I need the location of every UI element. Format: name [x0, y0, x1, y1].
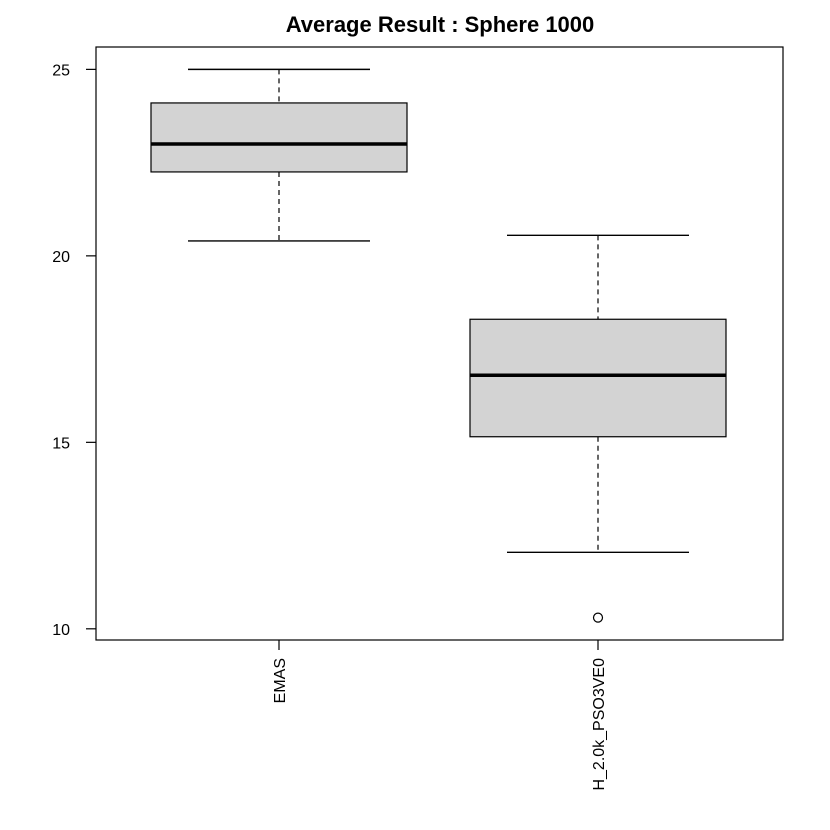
box-iqr [469, 318, 727, 438]
box-series [150, 68, 727, 623]
y-tick-label: 15 [52, 435, 70, 452]
y-tick-label: 10 [52, 622, 70, 639]
box-iqr [150, 102, 408, 173]
y-axis: 10 15 20 25 [52, 62, 96, 639]
plot-frame [95, 46, 784, 641]
box-group [469, 234, 727, 623]
box-group [150, 68, 408, 242]
outlier-point [592, 612, 604, 623]
chart-title: Average Result : Sphere 1000 [286, 12, 595, 37]
y-tick-label: 20 [52, 249, 70, 266]
x-axis: EMAS H_2.0k_PSO3VE0 [272, 640, 608, 791]
x-category-label: EMAS [272, 658, 289, 703]
y-tick-label: 25 [52, 62, 70, 79]
x-category-label: H_2.0k_PSO3VE0 [591, 658, 608, 791]
